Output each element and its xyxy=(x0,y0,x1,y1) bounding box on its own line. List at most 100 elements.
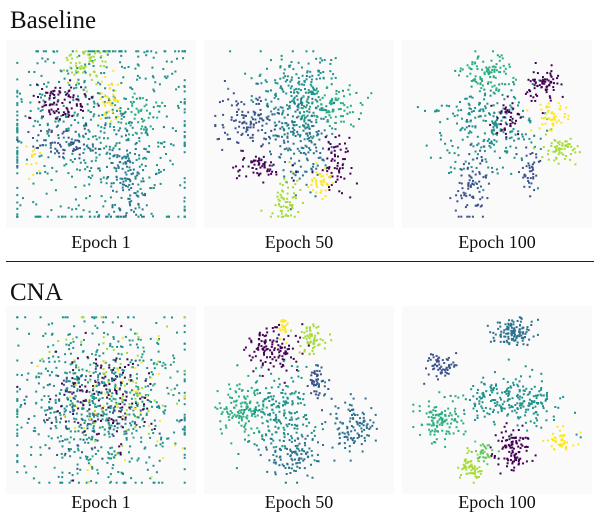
scatter-point xyxy=(486,68,489,71)
scatter-point xyxy=(101,397,104,399)
cluster-class-2 xyxy=(243,75,345,211)
scatter-point xyxy=(302,416,305,418)
scatter-point xyxy=(492,336,495,339)
scatter-point xyxy=(439,132,442,134)
scatter-point xyxy=(315,326,318,329)
scatter-point xyxy=(509,124,512,127)
scatter-point xyxy=(130,121,133,124)
scatter-point xyxy=(88,170,91,172)
scatter-point xyxy=(270,351,273,354)
scatter-point xyxy=(139,409,142,412)
scatter-point xyxy=(335,92,338,95)
scatter-point xyxy=(142,180,145,183)
scatter-point xyxy=(336,178,339,181)
scatter-point xyxy=(240,149,243,152)
scatter-point xyxy=(279,209,282,212)
scatter-point xyxy=(416,106,419,109)
scatter-point xyxy=(50,108,53,111)
scatter-point xyxy=(116,83,119,86)
scatter-point xyxy=(55,125,58,128)
scatter-point xyxy=(66,427,69,430)
scatter-point xyxy=(234,127,237,130)
scatter-point xyxy=(528,398,531,401)
scatter-point xyxy=(439,413,442,416)
scatter-point xyxy=(471,125,474,128)
scatter-point xyxy=(48,407,51,410)
scatter-point xyxy=(510,337,513,340)
scatter-point xyxy=(270,438,273,440)
scatter-point xyxy=(538,84,541,87)
scatter-point xyxy=(298,457,301,460)
scatter-point xyxy=(49,142,52,145)
scatter-point xyxy=(69,143,72,146)
scatter-point xyxy=(230,104,233,107)
scatter-point xyxy=(274,451,277,453)
scatter-point xyxy=(437,378,439,381)
scatter-point xyxy=(101,380,103,383)
scatter-point xyxy=(304,106,307,109)
panel-cna-epoch-100 xyxy=(402,306,592,494)
scatter-point xyxy=(263,350,266,353)
scatter-point xyxy=(459,67,462,70)
scatter-point xyxy=(311,180,314,183)
scatter-point xyxy=(267,368,270,371)
scatter-point xyxy=(119,363,122,365)
scatter-point xyxy=(453,364,456,367)
scatter-point xyxy=(479,205,482,208)
scatter-point xyxy=(308,108,311,111)
scatter-point xyxy=(432,424,435,427)
scatter-point xyxy=(485,70,488,73)
scatter-point xyxy=(143,421,146,423)
scatter-point xyxy=(342,102,345,105)
scatter-point xyxy=(562,153,565,156)
scatter-point xyxy=(102,336,105,339)
scatter-point xyxy=(343,177,346,180)
scatter-point xyxy=(122,76,125,79)
scatter-point xyxy=(540,387,543,389)
scatter-point xyxy=(267,90,269,93)
scatter-point xyxy=(305,50,308,53)
scatter-point xyxy=(291,403,294,406)
scatter-point xyxy=(99,404,102,407)
scatter-point xyxy=(505,138,508,141)
scatter-point xyxy=(448,172,450,174)
scatter-point xyxy=(271,164,274,167)
scatter-point xyxy=(521,327,524,330)
cluster-class-0 xyxy=(489,422,537,475)
scatter-point xyxy=(16,151,19,154)
scatter-point xyxy=(41,93,44,96)
scatter-point xyxy=(552,89,555,91)
scatter-point xyxy=(279,86,282,89)
scatter-point xyxy=(472,407,475,410)
scatter-point xyxy=(180,419,183,421)
scatter-point xyxy=(330,59,333,61)
scatter-point xyxy=(64,93,67,96)
scatter-point xyxy=(100,55,103,57)
scatter-point xyxy=(290,356,292,359)
scatter-point xyxy=(62,104,65,107)
scatter-point xyxy=(311,137,314,140)
scatter-point xyxy=(57,111,60,114)
scatter-point xyxy=(490,104,493,107)
scatter-point xyxy=(82,143,85,146)
scatter-point xyxy=(333,459,336,462)
scatter-point xyxy=(63,157,66,160)
scatter-point xyxy=(105,388,108,391)
scatter-point xyxy=(84,161,87,164)
scatter-point xyxy=(273,347,276,350)
scatter-point xyxy=(293,392,296,395)
scatter-point xyxy=(129,124,132,127)
scatter-point xyxy=(505,112,508,115)
scatter-point xyxy=(238,383,241,386)
scatter-point xyxy=(284,180,287,183)
scatter-point xyxy=(492,420,495,423)
scatter-point xyxy=(78,157,81,160)
scatter-point xyxy=(256,427,259,430)
scatter-point xyxy=(58,412,61,415)
scatter-point xyxy=(278,199,281,202)
scatter-point xyxy=(532,177,535,180)
scatter-point xyxy=(323,129,326,132)
scatter-point xyxy=(522,109,524,112)
scatter-point xyxy=(249,120,252,123)
scatter-point xyxy=(131,126,134,129)
